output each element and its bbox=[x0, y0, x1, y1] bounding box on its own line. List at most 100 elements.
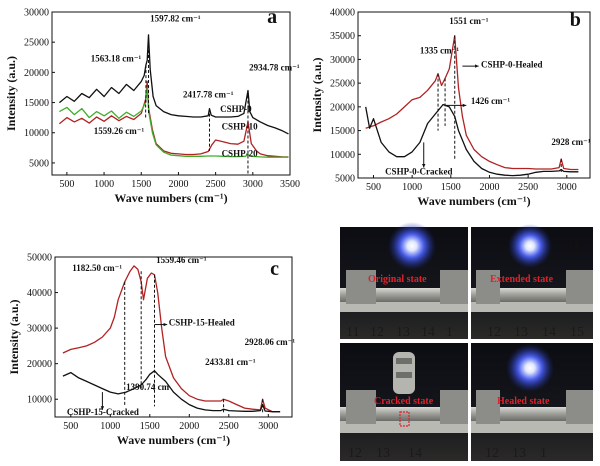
y-tick-label: 50000 bbox=[27, 253, 52, 264]
y-axis-title: Intensity (a.u.) bbox=[310, 57, 324, 132]
y-tick-label: 30000 bbox=[330, 55, 355, 66]
annotation-label: CSHP-15-Healed bbox=[169, 318, 235, 328]
series-line-cshp-10 bbox=[58, 80, 289, 158]
y-axis-title: Intensity (a.u.) bbox=[7, 299, 21, 374]
photo-label-original: Original state bbox=[368, 274, 427, 285]
annotation-label: 2417.78 cm⁻¹ bbox=[183, 90, 234, 100]
annotation-label: 2934.78 cm⁻¹ bbox=[249, 63, 300, 73]
y-tick-label: 10000 bbox=[27, 395, 52, 406]
annotation-label: 1551 cm⁻¹ bbox=[449, 16, 488, 26]
svg-text:14: 14 bbox=[421, 325, 435, 340]
annotation-label: 1426 cm⁻¹ bbox=[471, 96, 510, 106]
y-tick-label: 5000 bbox=[335, 174, 355, 185]
y-tick-label: 35000 bbox=[330, 31, 355, 42]
y-tick-label: 40000 bbox=[330, 8, 355, 19]
photo-extended: 12 13 14 15 Extended state bbox=[471, 224, 593, 340]
x-axis-title: Wave numbers (cm⁻¹) bbox=[117, 433, 230, 447]
plot-frame bbox=[54, 256, 293, 418]
panel-letter-c: c bbox=[270, 258, 279, 280]
annotation-label: 1563.18 cm⁻¹ bbox=[91, 54, 142, 64]
svg-text:13: 13 bbox=[512, 446, 526, 461]
svg-text:1: 1 bbox=[446, 325, 453, 340]
svg-text:13: 13 bbox=[396, 325, 410, 340]
arrow-head bbox=[100, 406, 105, 410]
annotation-label: 1335 cm⁻¹ bbox=[420, 46, 459, 56]
y-tick-label: 15000 bbox=[24, 98, 49, 109]
photo-label-extended: Extended state bbox=[490, 274, 554, 285]
svg-text:15: 15 bbox=[570, 325, 584, 340]
svg-text:12: 12 bbox=[370, 325, 384, 340]
x-tick-label: 2500 bbox=[219, 421, 239, 432]
series-line-cshp-0-healed bbox=[365, 35, 579, 171]
photo-cracked: 12 13 14 Cracked state bbox=[340, 343, 468, 461]
x-tick-label: 2000 bbox=[479, 182, 499, 193]
x-tick-label: 3000 bbox=[243, 179, 263, 190]
svg-text:12: 12 bbox=[485, 446, 499, 461]
annotation-label: CSHP-10 bbox=[222, 122, 259, 132]
series-line-cshp-0 bbox=[58, 34, 289, 135]
annotation-label: 1559.26 cm⁻¹ bbox=[94, 126, 145, 136]
y-tick-label: 10000 bbox=[24, 128, 49, 139]
annotation-label: 1559.46 cm⁻¹ bbox=[156, 255, 207, 265]
x-tick-label: 2500 bbox=[206, 179, 226, 190]
y-tick-label: 20000 bbox=[330, 102, 355, 113]
x-tick-label: 3000 bbox=[258, 421, 278, 432]
series-line-cshp-0-cracked bbox=[365, 103, 579, 177]
svg-text:1: 1 bbox=[540, 446, 547, 461]
annotation-label: 2928 cm⁻¹ bbox=[551, 137, 590, 147]
photo-label-cracked: Cracked state bbox=[374, 396, 434, 407]
svg-text:11: 11 bbox=[346, 325, 359, 340]
x-axis-title: Wave numbers (cm⁻¹) bbox=[417, 194, 530, 208]
x-tick-label: 1000 bbox=[100, 421, 120, 432]
x-tick-label: 500 bbox=[59, 179, 74, 190]
panel-letter-d: d bbox=[568, 235, 579, 257]
y-tick-label: 20000 bbox=[27, 359, 52, 370]
annotation-label: 1182.50 cm⁻¹ bbox=[72, 263, 122, 273]
svg-text:12: 12 bbox=[487, 325, 501, 340]
x-tick-label: 1000 bbox=[94, 179, 114, 190]
x-tick-label: 2000 bbox=[168, 179, 188, 190]
photo-healed: 12 13 1 Healed state bbox=[471, 343, 593, 461]
x-axis-title: Wave numbers (cm⁻¹) bbox=[114, 191, 227, 205]
x-tick-label: 1500 bbox=[140, 421, 160, 432]
y-tick-label: 40000 bbox=[27, 288, 52, 299]
arrow-head bbox=[421, 163, 426, 168]
arrow-head bbox=[462, 103, 467, 108]
plot-frame bbox=[357, 11, 591, 179]
svg-text:13: 13 bbox=[376, 446, 390, 461]
y-tick-label: 25000 bbox=[24, 38, 49, 49]
panel-letter-b: b bbox=[570, 9, 581, 31]
x-tick-label: 3000 bbox=[557, 182, 577, 193]
photo-panel-d: 11 12 13 14 1 Original state 12 13 14 15… bbox=[340, 222, 593, 461]
annotation-label: CSHP-0-Cracked bbox=[385, 167, 453, 177]
arrow-head bbox=[163, 322, 168, 327]
series-line-cshp-15-cracked bbox=[62, 370, 281, 413]
svg-text:12: 12 bbox=[348, 446, 362, 461]
y-tick-label: 30000 bbox=[27, 324, 52, 335]
photo-label-healed: Healed state bbox=[497, 396, 550, 407]
panel-letter-a: a bbox=[267, 6, 277, 28]
y-tick-label: 20000 bbox=[24, 68, 49, 79]
y-tick-label: 10000 bbox=[330, 150, 355, 161]
annotation-label: 2928.06 cm⁻¹ bbox=[245, 337, 296, 347]
svg-text:14: 14 bbox=[408, 446, 422, 461]
chart-panel-a: 500 1000 1500 2000 2500 3000 3500 5000 10000 1500… bbox=[4, 6, 300, 205]
x-tick-label: 500 bbox=[63, 421, 78, 432]
x-tick-label: 500 bbox=[366, 182, 381, 193]
annotation-label: CSHP-0-Healed bbox=[481, 59, 542, 69]
y-tick-label: 5000 bbox=[29, 158, 49, 169]
chart-panel-b: 500 1000 1500 2000 2500 3000 5000 10000 15000 200… bbox=[310, 8, 591, 209]
annotation-label: CSHP-20 bbox=[222, 148, 259, 158]
x-tick-label: 2500 bbox=[518, 182, 538, 193]
series-line-cshp-15-healed bbox=[62, 265, 281, 413]
annotation-label: CSHP-15-Cracked bbox=[67, 407, 139, 417]
arrow-head bbox=[475, 64, 479, 68]
series-line-cshp-20 bbox=[59, 86, 289, 158]
annotation-label: 2433.81 cm⁻¹ bbox=[205, 357, 256, 367]
y-axis-title: Intensity (a.u.) bbox=[4, 56, 18, 131]
x-tick-label: 1500 bbox=[441, 182, 461, 193]
annotation-label: 1597.82 cm⁻¹ bbox=[150, 14, 201, 24]
x-tick-label: 1500 bbox=[131, 179, 151, 190]
photo-original: 11 12 13 14 1 Original state bbox=[340, 222, 468, 340]
